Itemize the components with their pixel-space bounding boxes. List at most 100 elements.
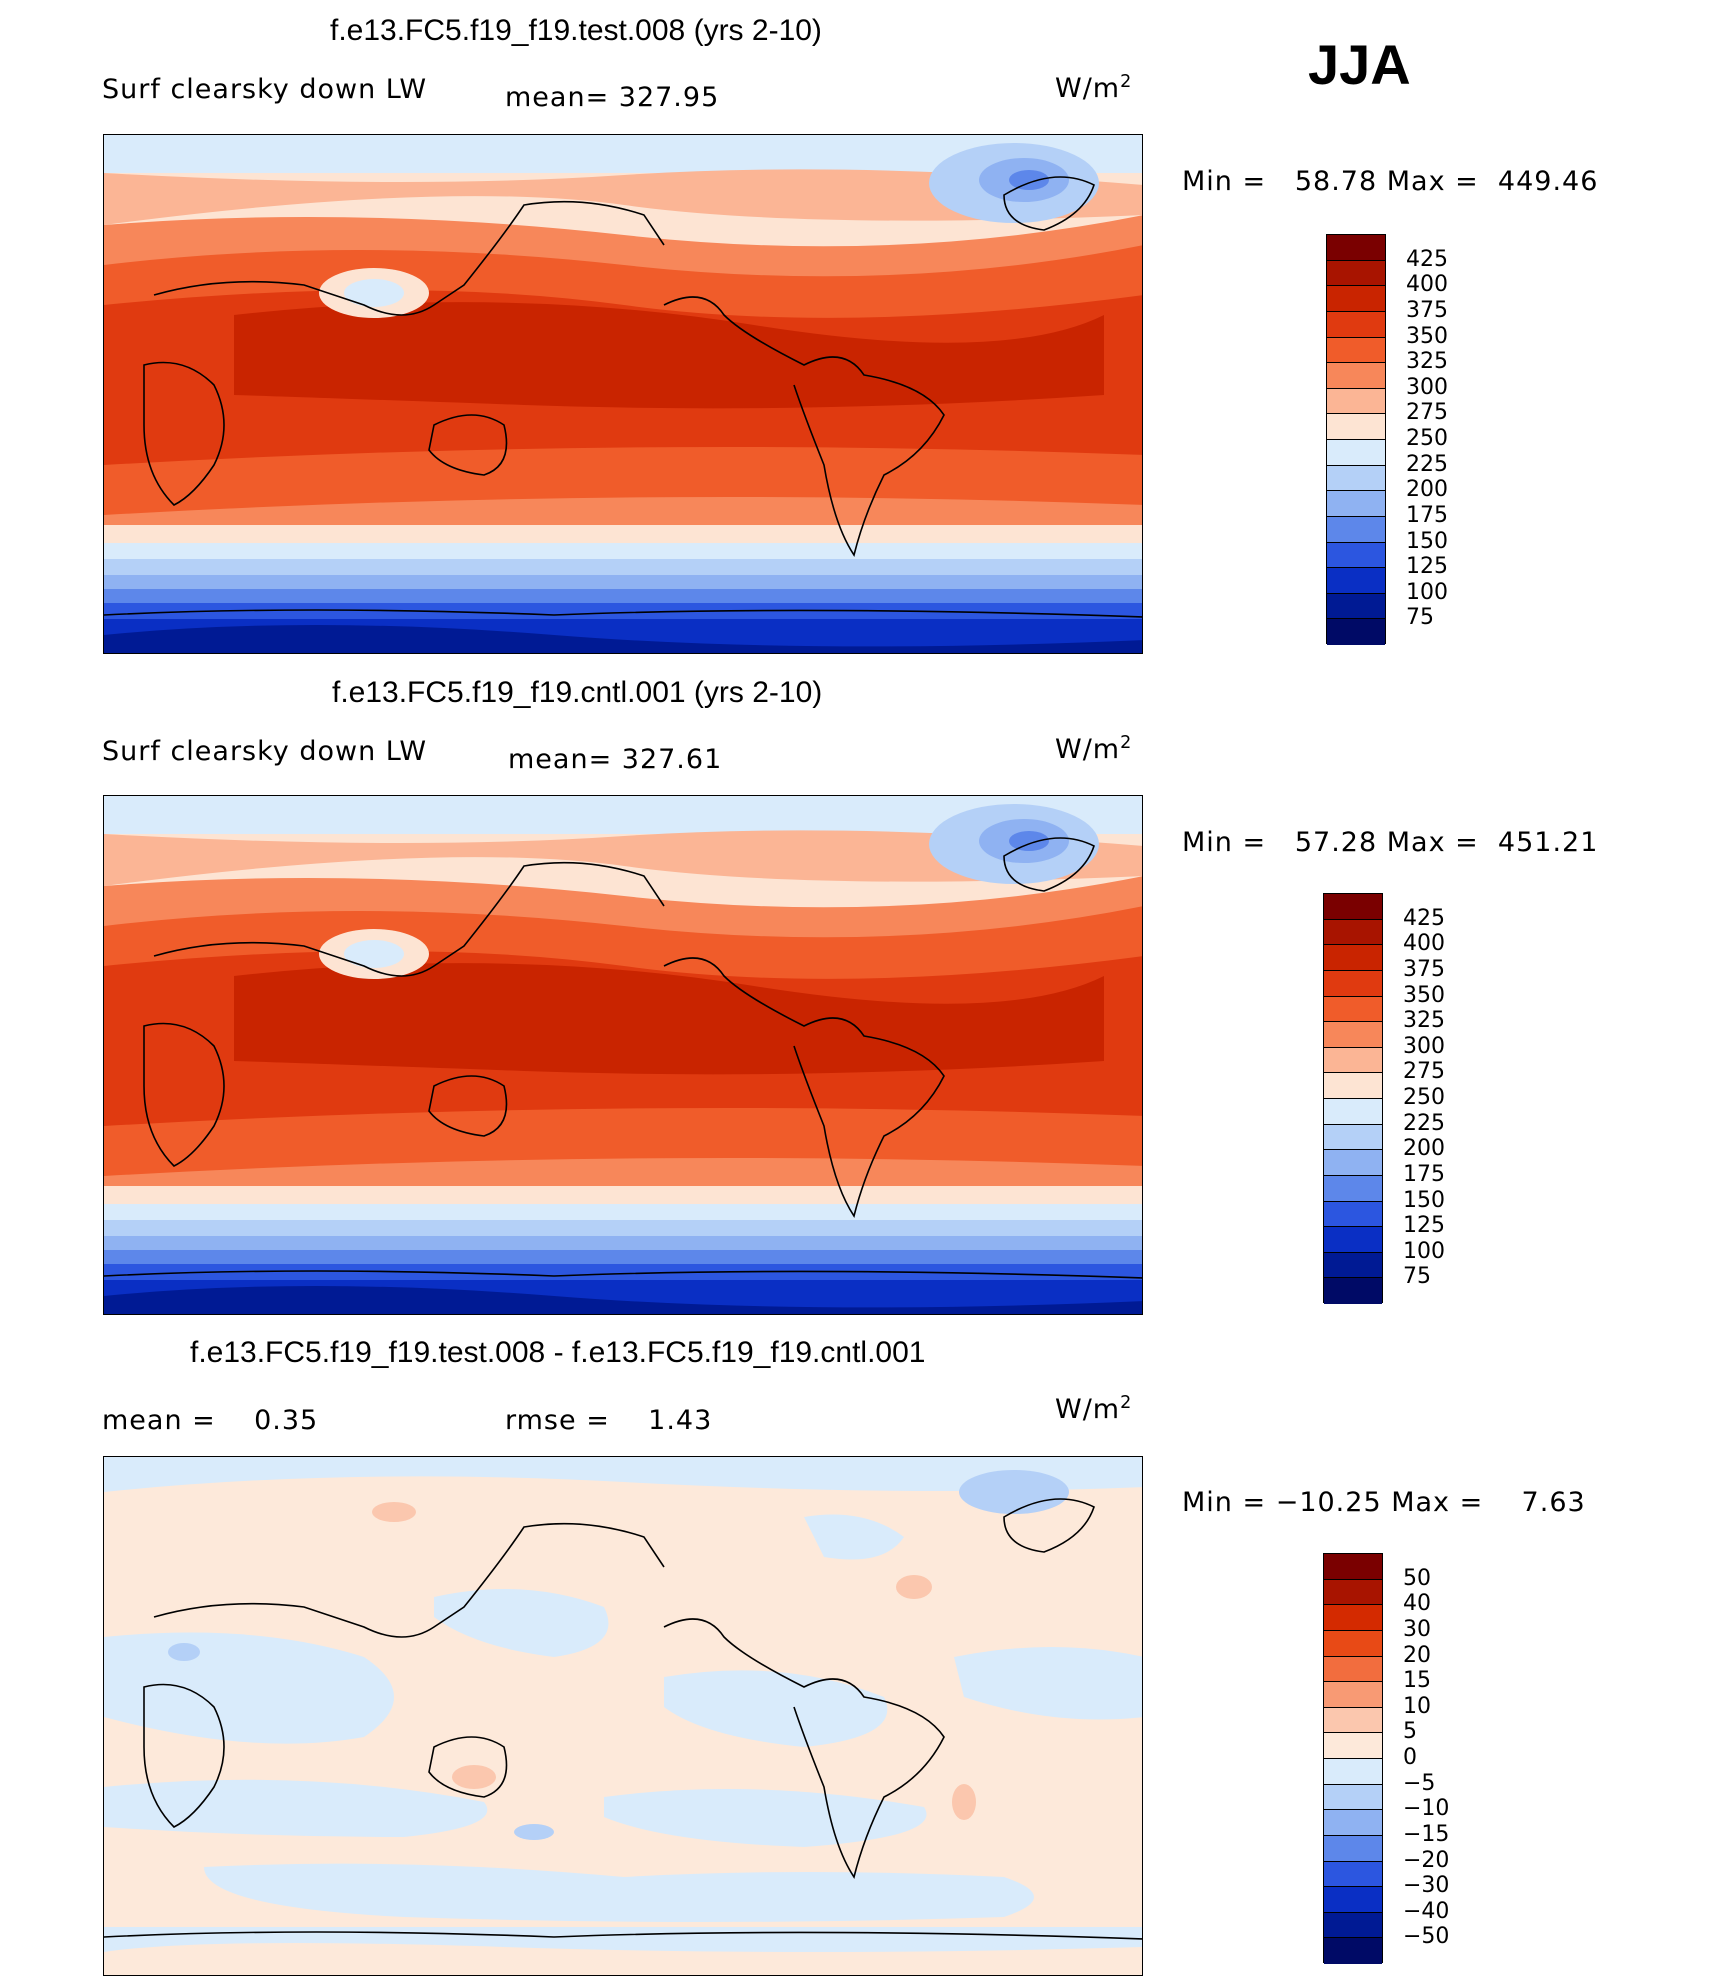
- panel2-colorbar-tick-label: 175: [1403, 1161, 1445, 1187]
- panel2-colorbar-tick-label: 275: [1403, 1059, 1445, 1085]
- panel3-colorbar: [1323, 1553, 1383, 1964]
- panel1-colorbar: [1326, 234, 1386, 645]
- panel2-colorbar-segment: [1324, 1124, 1382, 1151]
- panel1-colorbar-tick-label: 400: [1406, 272, 1448, 298]
- panel1-colorbar-segment: [1327, 260, 1385, 287]
- panel2-colorbar-tick-label: 225: [1403, 1110, 1445, 1136]
- panel2-colorbar-tick-label: 250: [1403, 1085, 1445, 1110]
- panel3-colorbar-segment: [1324, 1759, 1382, 1785]
- panel2-colorbar-segment: [1324, 1278, 1382, 1304]
- panel2-colorbar-tick-label: 200: [1403, 1136, 1445, 1162]
- panel3-colorbar-tick-label: 5: [1403, 1719, 1417, 1745]
- panel3-colorbar-segment: [1324, 1579, 1382, 1606]
- panel2-colorbar: [1323, 893, 1383, 1304]
- panel1-colorbar-tick-label: 425: [1406, 246, 1448, 272]
- panel1-colorbar-segment: [1327, 286, 1385, 312]
- panel3-colorbar-segment: [1324, 1784, 1382, 1811]
- panel2-colorbar-segment: [1324, 1099, 1382, 1125]
- panel3-colorbar-segment: [1324, 1682, 1382, 1708]
- panel2-colorbar-segment: [1324, 894, 1382, 920]
- panel1-colorbar-tick-label: 275: [1406, 400, 1448, 426]
- panel1-variable-label: Surf clearsky down LW: [102, 74, 428, 105]
- panel1-colorbar-tick-label: 100: [1406, 579, 1448, 605]
- panel1-colorbar-tick-label: 75: [1406, 605, 1434, 631]
- panel1-colorbar-tick-label: 350: [1406, 323, 1448, 349]
- panel3-colorbar-segment: [1324, 1887, 1382, 1913]
- panel3-colorbar-segment: [1324, 1707, 1382, 1734]
- panel2-colorbar-tick-label: 150: [1403, 1187, 1445, 1213]
- panel1-colorbar-tick-label: 325: [1406, 349, 1448, 375]
- panel1-colorbar-tick-label: 250: [1406, 426, 1448, 451]
- panel3-colorbar-tick-label: 40: [1403, 1591, 1431, 1617]
- panel2-colorbar-tick-label: 400: [1403, 931, 1445, 957]
- panel3-range: Min = −10.25 Max = 7.63: [1182, 1487, 1586, 1518]
- panel1-colorbar-segment: [1327, 311, 1385, 338]
- panel3-colorbar-tick-label: 0: [1403, 1745, 1417, 1770]
- panel3-colorbar-segment: [1324, 1605, 1382, 1631]
- panel2-variable-label: Surf clearsky down LW: [102, 736, 428, 767]
- panel1-range: Min = 58.78 Max = 449.46: [1182, 166, 1599, 197]
- panel1-colorbar-segment: [1327, 414, 1385, 440]
- panel3-colorbar-tick-label: 10: [1403, 1693, 1431, 1719]
- panel3-colorbar-segment: [1324, 1656, 1382, 1683]
- panel2-colorbar-segment: [1324, 1227, 1382, 1253]
- panel1-colorbar-segment: [1327, 568, 1385, 594]
- panel1-colorbar-tick-label: 375: [1406, 297, 1448, 323]
- panel3-rmse-label: rmse = 1.43: [505, 1405, 713, 1436]
- panel1-colorbar-segment: [1327, 593, 1385, 620]
- panel2-colorbar-segment: [1324, 1047, 1382, 1074]
- panel2-title: f.e13.FC5.f19_f19.cntl.001 (yrs 2-10): [332, 676, 823, 709]
- panel1-units: W/m2: [1055, 72, 1133, 104]
- panel3-colorbar-tick-label: −50: [1403, 1924, 1450, 1950]
- panel3-colorbar-tick-label: 30: [1403, 1616, 1431, 1642]
- panel2-range: Min = 57.28 Max = 451.21: [1182, 827, 1599, 858]
- panel1-colorbar-segment: [1327, 619, 1385, 645]
- panel2-colorbar-tick-label: 425: [1403, 905, 1445, 931]
- panel2-colorbar-segment: [1324, 1150, 1382, 1176]
- panel3-colorbar-tick-label: −10: [1403, 1796, 1450, 1822]
- panel2-colorbar-tick-label: 325: [1403, 1008, 1445, 1034]
- panel3-map: [103, 1456, 1143, 1976]
- panel1-colorbar-tick-label: 200: [1406, 477, 1448, 503]
- panel3-colorbar-segment: [1324, 1554, 1382, 1580]
- panel2-colorbar-tick-label: 300: [1403, 1033, 1445, 1059]
- panel1-title: f.e13.FC5.f19_f19.test.008 (yrs 2-10): [330, 14, 822, 47]
- panel1-colorbar-tick-label: 175: [1406, 502, 1448, 528]
- panel2-colorbar-segment: [1324, 919, 1382, 946]
- panel2-colorbar-tick-label: 75: [1403, 1264, 1431, 1290]
- panel3-colorbar-segment: [1324, 1733, 1382, 1759]
- panel1-mean-label: mean= 327.95: [505, 82, 720, 113]
- panel2-colorbar-segment: [1324, 945, 1382, 971]
- panel1-map: [103, 134, 1143, 654]
- panel2-colorbar-segment: [1324, 1022, 1382, 1048]
- panel1-colorbar-segment: [1327, 465, 1385, 492]
- panel2-colorbar-segment: [1324, 1073, 1382, 1099]
- panel3-colorbar-tick-label: −5: [1403, 1770, 1436, 1796]
- panel2-colorbar-segment: [1324, 1175, 1382, 1202]
- panel1-colorbar-tick-label: 150: [1406, 528, 1448, 554]
- panel2-colorbar-segment: [1324, 996, 1382, 1023]
- panel2-colorbar-segment: [1324, 970, 1382, 997]
- panel1-colorbar-segment: [1327, 440, 1385, 466]
- panel3-colorbar-tick-label: −15: [1403, 1821, 1450, 1847]
- panel1-colorbar-segment: [1327, 337, 1385, 364]
- panel1-colorbar-segment: [1327, 235, 1385, 261]
- panel2-units: W/m2: [1055, 733, 1133, 765]
- panel2-colorbar-tick-label: 125: [1403, 1213, 1445, 1239]
- panel2-mean-label: mean= 327.61: [508, 744, 723, 775]
- panel1-colorbar-tick-label: 225: [1406, 451, 1448, 477]
- panel1-colorbar-segment: [1327, 363, 1385, 389]
- panel3-colorbar-segment: [1324, 1835, 1382, 1862]
- panel2-colorbar-tick-label: 375: [1403, 956, 1445, 982]
- panel1-colorbar-tick-label: 300: [1406, 374, 1448, 400]
- panel3-colorbar-segment: [1324, 1938, 1382, 1964]
- panel3-colorbar-tick-label: −40: [1403, 1898, 1450, 1924]
- panel2-colorbar-tick-label: 100: [1403, 1238, 1445, 1264]
- panel2-map: [103, 795, 1143, 1315]
- panel3-mean-label: mean = 0.35: [102, 1405, 319, 1436]
- panel3-colorbar-segment: [1324, 1861, 1382, 1888]
- panel2-colorbar-tick-label: 350: [1403, 982, 1445, 1008]
- panel3-colorbar-tick-label: 20: [1403, 1642, 1431, 1668]
- panel1-colorbar-tick-label: 125: [1406, 554, 1448, 580]
- panel2-colorbar-segment: [1324, 1252, 1382, 1279]
